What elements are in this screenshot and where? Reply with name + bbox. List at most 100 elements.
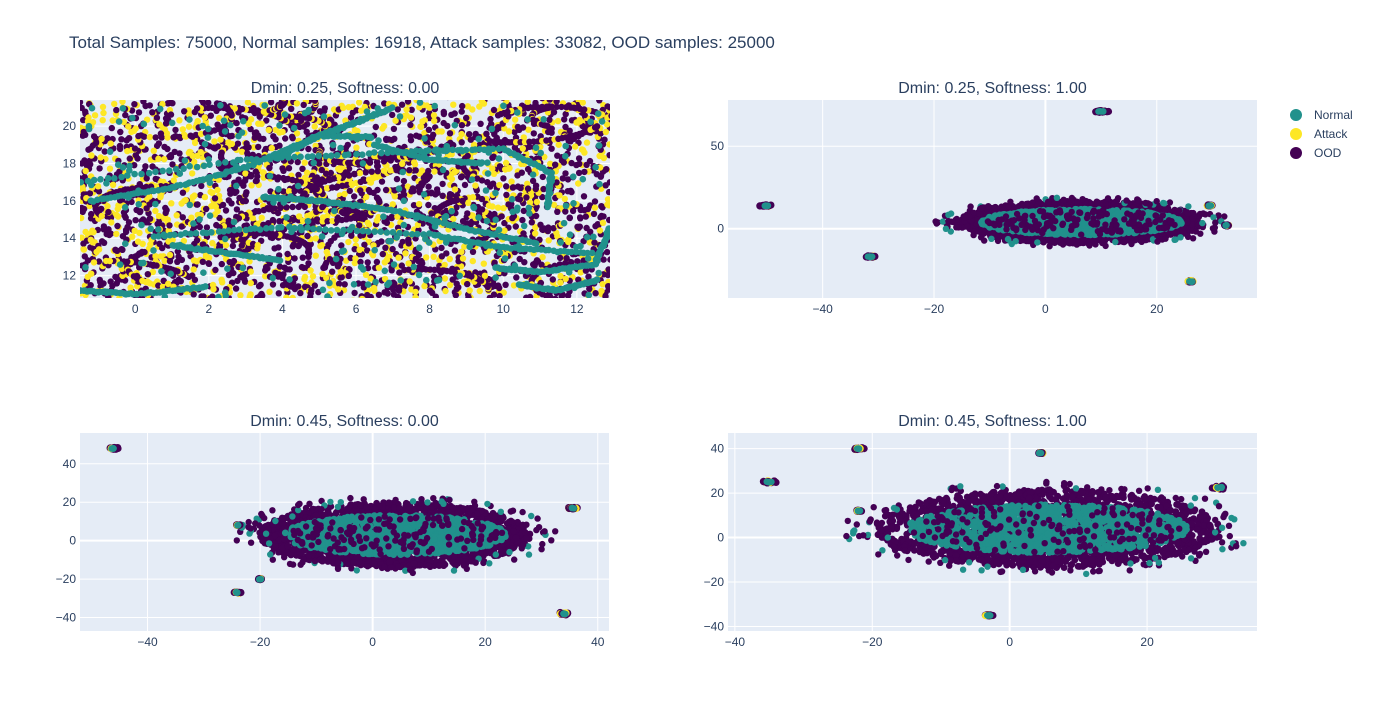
scatter-point [452,292,459,298]
scatter-point [195,313,201,319]
scatter-point [633,177,639,183]
scatter-point [548,103,555,110]
scatter-point [263,117,270,124]
scatter-point [227,121,234,129]
scatter-point [289,294,296,298]
scatter-point [585,273,592,280]
scatter-point [643,174,649,180]
scatter-point [291,153,298,161]
scatter-point [299,217,307,224]
scatter-point [258,214,265,221]
scatter-point [468,176,476,183]
scatter-point [205,100,212,106]
scatter-point [263,225,270,232]
scatter-point [202,283,209,290]
scatter-point [568,259,575,266]
scatter-point [505,128,513,135]
scatter-point [431,168,438,175]
scatter-point [426,109,433,117]
scatter-point [291,255,298,262]
scatter-point [614,257,620,263]
scatter-point [438,244,445,252]
scatter-point [129,114,136,122]
scatter-point [378,149,385,157]
scatter-point [285,165,293,172]
scatter-point [586,239,593,246]
scatter-point [176,117,183,124]
scatter-point [408,231,416,238]
scatter-point [614,198,620,204]
scatter-point [558,103,565,111]
scatter-point [407,121,414,129]
scatter-point [315,152,323,160]
scatter-point [261,102,269,109]
scatter-point [89,239,97,246]
scatter-point [153,309,159,315]
scatter-point [623,312,629,318]
scatter-point [113,230,120,238]
scatter-point [494,204,502,211]
scatter-point [235,226,243,233]
scatter-point [295,203,302,211]
scatter-point [209,189,216,197]
scatter-point [98,212,106,220]
scatter-point [642,174,648,180]
scatter-point [217,312,223,318]
scatter-point [222,292,230,298]
scatter-point [207,112,214,119]
scatter-point [23,243,29,249]
scatter-point [372,123,379,131]
scatter-point [596,313,602,319]
scatter-point [564,176,572,183]
scatter-point [140,133,148,140]
scatter-point [364,281,372,288]
scatter-point [408,188,415,195]
scatter-point [605,313,611,319]
scatter-point [157,253,164,260]
scatter-point [489,165,496,172]
scatter-point [182,196,189,204]
scatter-point [206,173,214,181]
scatter-point [655,161,661,167]
scatter-point [435,151,442,159]
scatter-point [160,231,168,238]
scatter-point [155,226,162,233]
scatter-point [363,193,370,201]
scatter-point [152,134,159,141]
scatter-point [374,105,382,112]
scatter-point [564,188,571,195]
scatter-point [222,242,230,249]
scatter-point [310,100,315,101]
scatter-point [547,294,554,298]
scatter-point [204,125,212,133]
scatter-point [600,89,606,95]
scatter-point [95,246,103,253]
scatter-point [424,175,431,183]
scatter-point [650,170,656,176]
scatter-point [621,86,627,92]
scatter-point [326,279,333,287]
x-tick-label: 8 [426,302,433,316]
scatter-point [143,175,150,182]
scatter-point [626,179,632,185]
scatter-point [365,150,373,157]
scatter-point [125,135,133,142]
scatter-point [489,203,496,210]
scatter-point [566,231,574,238]
scatter-point [495,155,503,162]
scatter-point [490,153,497,160]
scatter-point [608,113,610,119]
scatter-point [399,160,406,167]
scatter-point [340,247,348,254]
scatter-point [408,106,415,113]
scatter-point [152,175,159,183]
scatter-point [150,247,157,254]
scatter-point [627,181,633,187]
scatter-point [431,102,439,110]
scatter-point [428,134,436,142]
scatter-point [477,120,484,127]
scatter-point [412,167,419,174]
scatter-point [561,116,568,123]
scatter-point [459,218,467,225]
scatter-point [599,219,607,226]
